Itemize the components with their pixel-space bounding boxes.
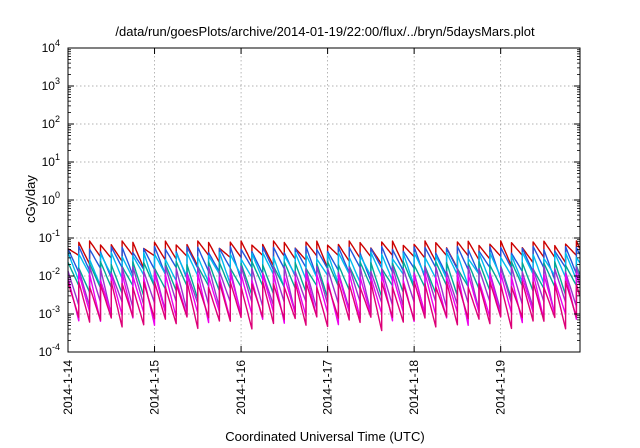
series-layer <box>67 240 581 332</box>
x-tick-label: 2014-1-16 <box>234 360 248 415</box>
y-tick-label: 100 <box>42 190 60 207</box>
y-tick-label: 10-4 <box>39 342 60 359</box>
y-axis-title: cGy/day <box>23 175 38 223</box>
series-line <box>67 272 581 326</box>
y-tick-label: 10-1 <box>39 228 60 245</box>
y-tick-label: 101 <box>42 152 60 169</box>
y-tick-label: 10-2 <box>39 266 60 283</box>
y-tick-labels: 10-4 10-3 10-2 10-1 100 101 102 103 104 <box>39 38 60 359</box>
x-tick-label: 2014-1-15 <box>148 360 162 415</box>
grid-layer <box>68 48 580 352</box>
y-tick-label: 10-3 <box>39 304 60 321</box>
x-tick-label: 2014-1-17 <box>321 360 335 415</box>
series-line <box>67 280 581 332</box>
y-tick-label: 104 <box>42 38 60 55</box>
x-tick-label: 2014-1-14 <box>61 360 75 415</box>
y-tick-label: 102 <box>42 114 60 131</box>
x-tick-labels: 2014-1-14 2014-1-15 2014-1-16 2014-1-17 2014… <box>61 360 508 415</box>
x-tick-label: 2014-1-18 <box>407 360 421 415</box>
x-tick-label: 2014-1-19 <box>494 360 508 415</box>
y-tick-label: 103 <box>42 76 60 93</box>
x-axis-title: Coordinated Universal Time (UTC) <box>225 429 424 444</box>
tick-layer <box>67 47 580 353</box>
chart-title: /data/run/goesPlots/archive/2014-01-19/2… <box>115 24 535 39</box>
